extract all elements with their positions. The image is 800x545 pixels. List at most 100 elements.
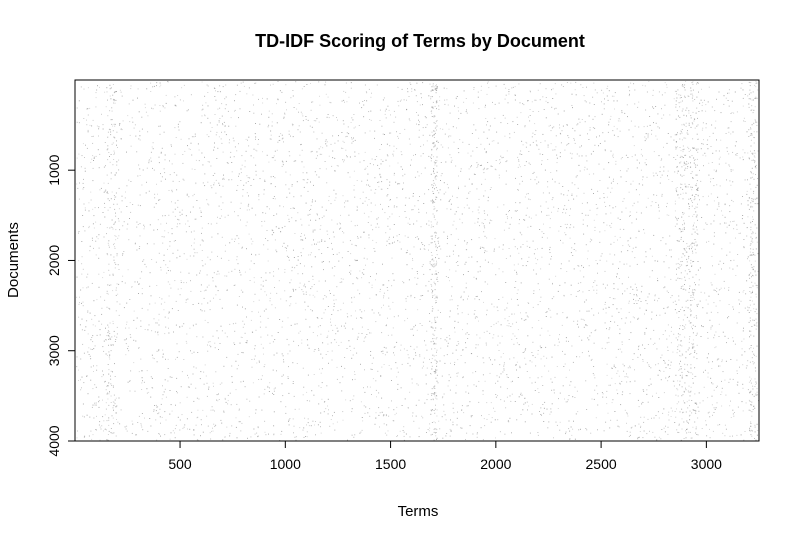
heatmap-cell	[754, 152, 756, 154]
heatmap-cell	[186, 258, 188, 260]
heatmap-cell	[176, 391, 177, 392]
heatmap-cell	[447, 345, 449, 347]
heatmap-cell	[574, 142, 576, 144]
heatmap-cell	[347, 251, 349, 252]
heatmap-cell	[750, 188, 752, 190]
heatmap-cell	[464, 362, 466, 364]
heatmap-cell	[658, 436, 660, 438]
heatmap-cell	[139, 135, 141, 137]
heatmap-cell	[99, 86, 100, 88]
heatmap-cell	[715, 407, 717, 409]
heatmap-cell	[300, 195, 302, 197]
heatmap-cell	[630, 120, 632, 122]
heatmap-cell	[517, 263, 519, 265]
heatmap-cell	[249, 280, 251, 281]
heatmap-cell	[637, 438, 639, 440]
heatmap-cell	[108, 244, 110, 246]
heatmap-cell	[599, 180, 601, 181]
heatmap-cell	[137, 88, 139, 90]
heatmap-cell	[749, 320, 751, 322]
heatmap-cell	[164, 215, 166, 217]
heatmap-cell	[637, 318, 639, 320]
heatmap-cell	[556, 157, 558, 159]
heatmap-cell	[508, 93, 510, 95]
heatmap-cell	[221, 215, 223, 217]
heatmap-cell	[526, 315, 528, 317]
heatmap-cell	[392, 155, 394, 157]
heatmap-cell	[493, 140, 495, 142]
heatmap-cell	[716, 208, 718, 210]
heatmap-cell	[99, 426, 101, 428]
heatmap-cell	[311, 266, 313, 268]
heatmap-cell	[508, 91, 510, 93]
heatmap-cell	[744, 307, 746, 309]
heatmap-cell	[633, 353, 635, 355]
heatmap-cell	[177, 416, 179, 418]
heatmap-cell	[309, 254, 311, 256]
heatmap-cell	[455, 211, 457, 213]
heatmap-cell	[549, 252, 551, 253]
heatmap-cell	[123, 251, 125, 252]
heatmap-cell	[519, 166, 521, 168]
heatmap-cell	[202, 336, 204, 338]
heatmap-cell	[559, 429, 561, 431]
heatmap-cell	[361, 333, 363, 334]
heatmap-cell	[171, 410, 173, 412]
heatmap-cell	[81, 329, 83, 331]
heatmap-cell	[537, 259, 539, 261]
heatmap-cell	[741, 348, 743, 350]
heatmap-cell	[617, 217, 619, 219]
heatmap-cell	[364, 200, 366, 202]
heatmap-cell	[717, 196, 719, 198]
heatmap-cell	[403, 99, 405, 101]
heatmap-cell	[375, 189, 377, 190]
heatmap-cell	[107, 193, 109, 194]
heatmap-cell	[128, 103, 130, 105]
heatmap-cell	[80, 86, 82, 88]
heatmap-cell	[657, 300, 658, 302]
heatmap-cell	[293, 425, 295, 427]
heatmap-cell	[249, 111, 251, 112]
heatmap-cell	[238, 296, 240, 297]
heatmap-cell	[112, 274, 114, 276]
heatmap-cell	[572, 361, 574, 363]
heatmap-cell	[552, 149, 554, 151]
heatmap-cell	[363, 269, 365, 270]
heatmap-cell	[430, 173, 432, 175]
heatmap-cell	[728, 225, 730, 226]
heatmap-cell	[509, 358, 511, 360]
heatmap-cell	[122, 275, 124, 277]
heatmap-cell	[732, 201, 734, 203]
heatmap-cell	[372, 239, 374, 241]
heatmap-cell	[670, 330, 672, 332]
heatmap-cell	[440, 175, 442, 177]
heatmap-cell	[128, 239, 130, 241]
heatmap-cell	[273, 155, 275, 157]
heatmap-cell	[458, 343, 460, 345]
heatmap-cell	[215, 179, 217, 181]
heatmap-cell	[426, 124, 428, 126]
heatmap-cell	[463, 101, 465, 103]
heatmap-cell	[649, 378, 651, 380]
heatmap-cell	[608, 124, 610, 126]
heatmap-cell	[715, 169, 717, 171]
heatmap-cell	[342, 148, 344, 149]
heatmap-cell	[705, 222, 707, 224]
heatmap-cell	[217, 216, 218, 218]
heatmap-cell	[744, 179, 746, 181]
heatmap-cell	[547, 186, 549, 188]
heatmap-cell	[676, 429, 678, 431]
heatmap-cell	[450, 419, 451, 421]
heatmap-cell	[268, 116, 270, 118]
heatmap-cell	[248, 195, 249, 197]
heatmap-cell	[596, 289, 598, 291]
heatmap-cell	[443, 231, 445, 233]
heatmap-cell	[549, 218, 551, 220]
heatmap-cell	[121, 281, 123, 283]
heatmap-cell	[193, 193, 195, 195]
heatmap-cell	[664, 92, 666, 94]
heatmap-cell	[200, 435, 201, 437]
heatmap-cell	[281, 165, 283, 167]
heatmap-cell	[140, 424, 142, 426]
heatmap-cell	[680, 309, 682, 310]
